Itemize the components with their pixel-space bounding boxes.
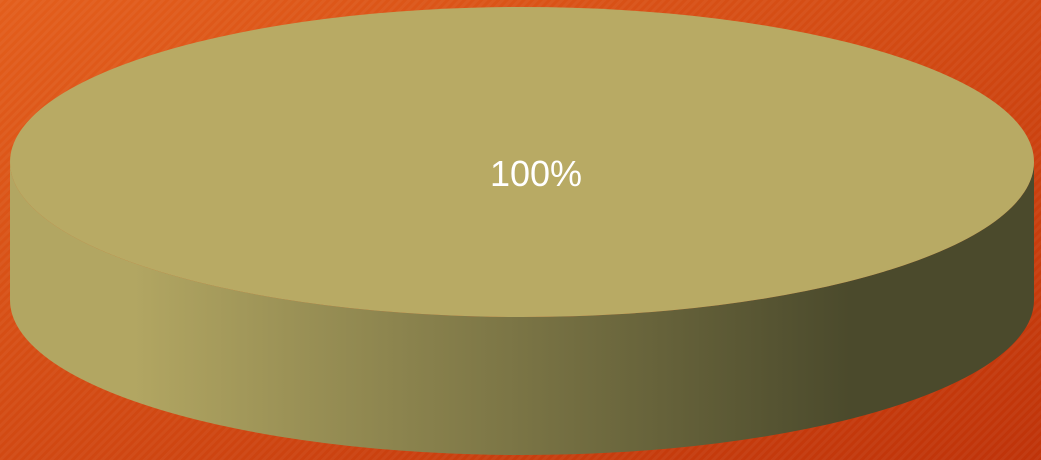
pie-data-labels: 100%: [490, 153, 582, 194]
pie-data-label: 100%: [490, 153, 582, 194]
pie-slice: [10, 7, 1034, 317]
pie-slice-side: [10, 162, 1034, 455]
pie-slices: [10, 7, 1034, 455]
